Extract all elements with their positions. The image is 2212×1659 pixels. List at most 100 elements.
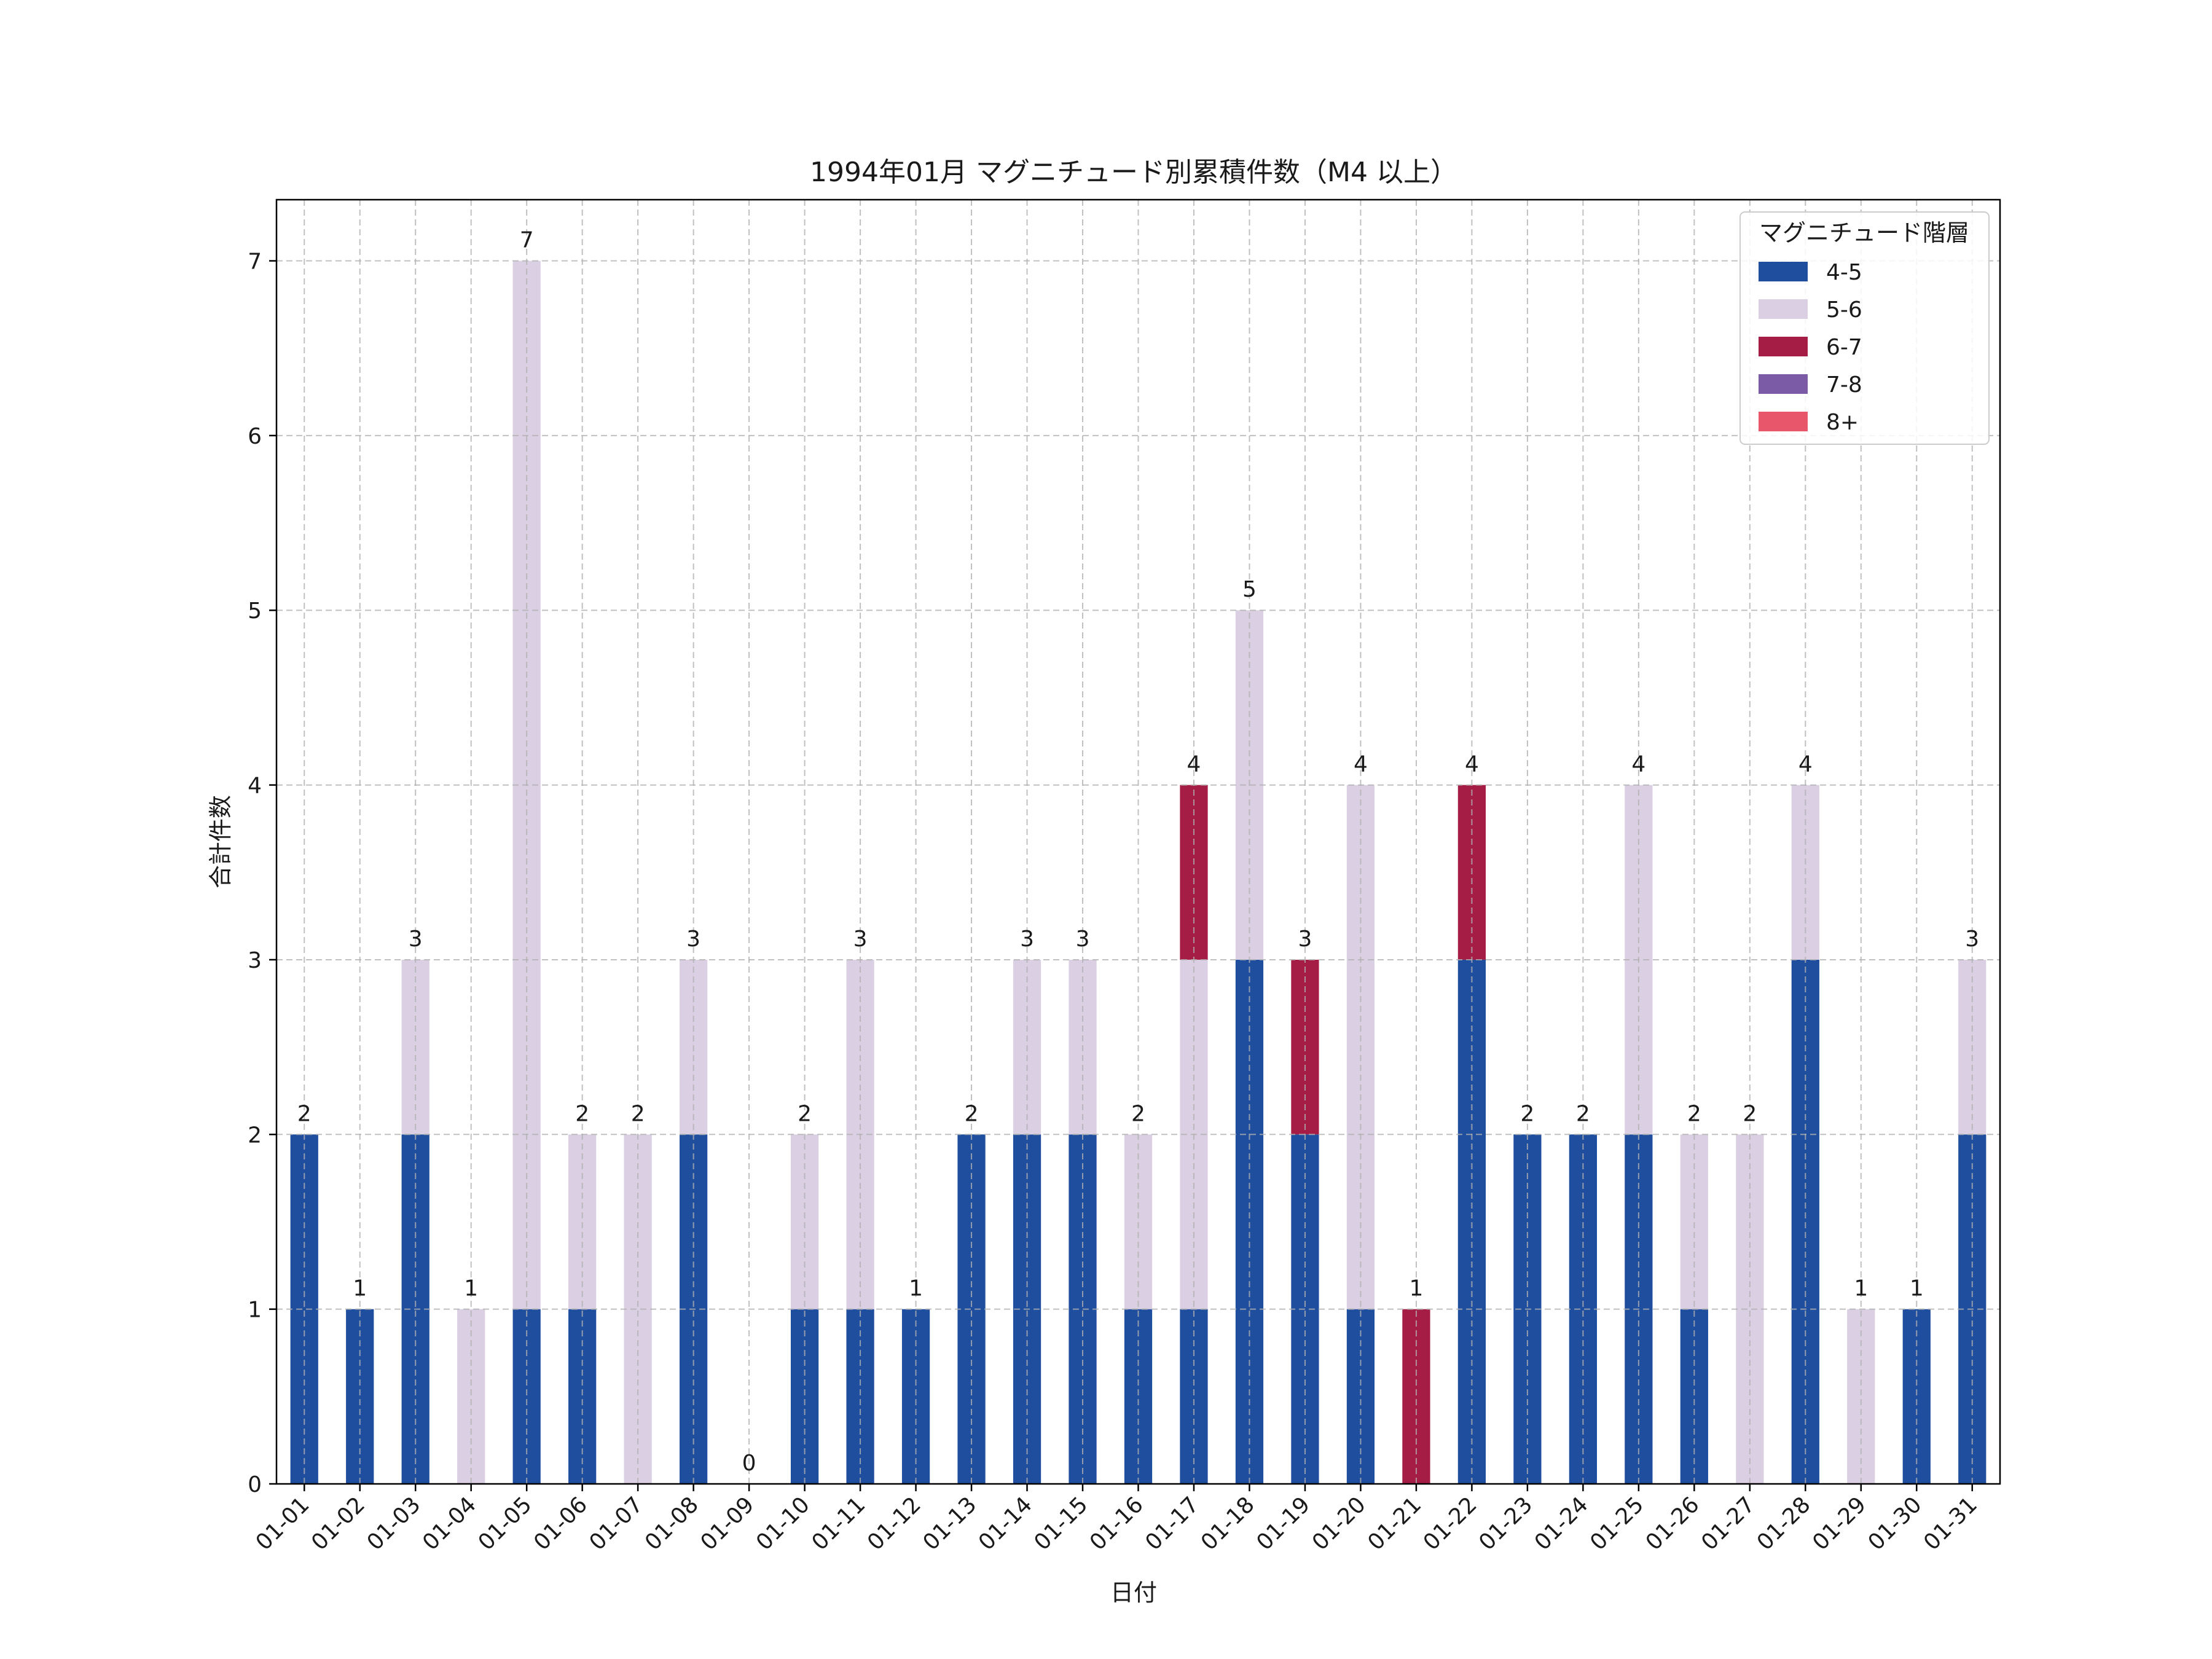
x-tick-label: 01-21 <box>1363 1492 1426 1555</box>
total-label: 3 <box>1020 927 1034 952</box>
legend-label-6-7: 6-7 <box>1826 335 1862 360</box>
total-label: 3 <box>1076 927 1090 952</box>
bar-4-5-01-12 <box>901 1309 930 1484</box>
bar-5-6-01-29 <box>1847 1309 1875 1484</box>
total-label: 2 <box>297 1101 312 1126</box>
y-tick-label: 1 <box>248 1298 262 1323</box>
total-label: 0 <box>742 1451 756 1476</box>
total-label: 4 <box>1187 752 1201 777</box>
legend-box <box>1739 211 1990 445</box>
bar-4-5-01-17 <box>1180 1309 1208 1484</box>
total-label: 1 <box>1910 1276 1924 1301</box>
legend-swatch-7-8 <box>1759 374 1808 394</box>
x-tick-label: 01-30 <box>1864 1492 1927 1555</box>
x-tick-label: 01-18 <box>1196 1492 1260 1555</box>
x-tick-label: 01-17 <box>1140 1492 1204 1555</box>
total-label: 3 <box>409 927 423 952</box>
total-label: 2 <box>575 1101 589 1126</box>
total-label: 2 <box>1687 1101 1701 1126</box>
x-tick-label: 01-03 <box>363 1492 426 1555</box>
x-tick-label: 01-06 <box>529 1492 592 1555</box>
total-label: 1 <box>1409 1276 1423 1301</box>
plot-area: 0123456701-0101-0201-0301-0401-0501-0601… <box>248 198 2001 1555</box>
x-tick-label: 01-10 <box>751 1492 815 1555</box>
legend-label-8+: 8+ <box>1826 410 1859 435</box>
x-tick-label: 01-09 <box>696 1492 759 1555</box>
bar-6-7-01-21 <box>1402 1309 1430 1484</box>
x-tick-label: 01-31 <box>1919 1492 1982 1555</box>
x-tick-label: 01-26 <box>1641 1492 1704 1555</box>
legend: マグニチュード階層 4-5 5-6 6-7 7-8 8+ <box>1739 211 1990 445</box>
x-tick-label: 01-28 <box>1752 1492 1816 1555</box>
total-label: 1 <box>353 1276 367 1301</box>
x-tick-label: 01-07 <box>585 1492 648 1555</box>
x-tick-label: 01-15 <box>1029 1492 1092 1555</box>
x-tick-label: 01-29 <box>1808 1492 1871 1555</box>
legend-title: マグニチュード階層 <box>1759 219 1969 246</box>
y-tick-label: 2 <box>248 1123 262 1148</box>
x-tick-label: 01-14 <box>974 1492 1037 1555</box>
chart-title: 1994年01月 マグニチュード別累積件数（M4 以上） <box>810 157 1457 188</box>
y-tick-label: 6 <box>248 424 262 449</box>
x-tick-label: 01-23 <box>1474 1492 1537 1555</box>
legend-swatch-4-5 <box>1759 262 1808 281</box>
legend-items: 4-5 5-6 6-7 7-8 8+ <box>1759 260 1862 435</box>
x-tick-label: 01-05 <box>474 1492 537 1555</box>
x-tick-label: 01-04 <box>418 1492 481 1555</box>
x-tick-label: 01-22 <box>1419 1492 1482 1555</box>
total-label: 1 <box>464 1276 478 1301</box>
x-tick-label: 01-01 <box>251 1492 315 1555</box>
bar-4-5-01-26 <box>1680 1309 1708 1484</box>
x-tick-label: 01-08 <box>640 1492 704 1555</box>
legend-swatch-5-6 <box>1759 299 1808 319</box>
total-label: 4 <box>1631 752 1645 777</box>
legend-label-5-6: 5-6 <box>1826 297 1862 323</box>
bar-4-5-01-16 <box>1124 1309 1153 1484</box>
total-label: 2 <box>965 1101 979 1126</box>
y-tick-label: 7 <box>248 249 262 275</box>
x-axis-label: 日付 <box>1110 1579 1157 1606</box>
x-tick-label: 01-13 <box>918 1492 981 1555</box>
legend-label-7-8: 7-8 <box>1826 372 1862 398</box>
total-label: 2 <box>1743 1101 1757 1126</box>
x-tick-label: 01-27 <box>1696 1492 1760 1555</box>
y-tick-label: 5 <box>248 598 262 624</box>
total-label: 2 <box>1576 1101 1590 1126</box>
x-tick-label: 01-24 <box>1530 1492 1593 1555</box>
x-tick-label: 01-25 <box>1585 1492 1649 1555</box>
y-tick-label: 4 <box>248 774 262 799</box>
total-label: 5 <box>1242 577 1257 602</box>
total-label: 2 <box>1520 1101 1534 1126</box>
bar-4-5-01-11 <box>846 1309 874 1484</box>
bar-5-6-01-04 <box>457 1309 485 1484</box>
total-label: 3 <box>1298 927 1312 952</box>
bar-4-5-01-05 <box>512 1309 541 1484</box>
x-tick-label: 01-11 <box>807 1492 870 1555</box>
total-label: 3 <box>686 927 700 952</box>
y-tick-label: 0 <box>248 1472 262 1497</box>
x-tick-label: 01-19 <box>1252 1492 1315 1555</box>
bar-4-5-01-02 <box>346 1309 374 1484</box>
legend-swatch-8+ <box>1759 412 1808 431</box>
y-tick-label: 3 <box>248 948 262 973</box>
bar-4-5-01-10 <box>790 1309 819 1484</box>
bar-4-5-01-06 <box>568 1309 597 1484</box>
legend-swatch-6-7 <box>1759 337 1808 356</box>
total-label: 3 <box>1965 927 1979 952</box>
bar-4-5-01-20 <box>1346 1309 1375 1484</box>
total-label: 2 <box>1131 1101 1145 1126</box>
total-label: 1 <box>909 1276 923 1301</box>
x-tick-label: 01-16 <box>1085 1492 1148 1555</box>
total-label: 7 <box>520 228 534 253</box>
total-label: 3 <box>853 927 868 952</box>
total-label: 4 <box>1354 752 1368 777</box>
total-label: 2 <box>798 1101 812 1126</box>
total-label: 4 <box>1465 752 1479 777</box>
total-label: 4 <box>1798 752 1813 777</box>
y-axis-label: 合計件数 <box>207 795 234 888</box>
x-tick-label: 01-20 <box>1308 1492 1371 1555</box>
x-tick-label: 01-02 <box>307 1492 370 1555</box>
total-label: 2 <box>631 1101 645 1126</box>
